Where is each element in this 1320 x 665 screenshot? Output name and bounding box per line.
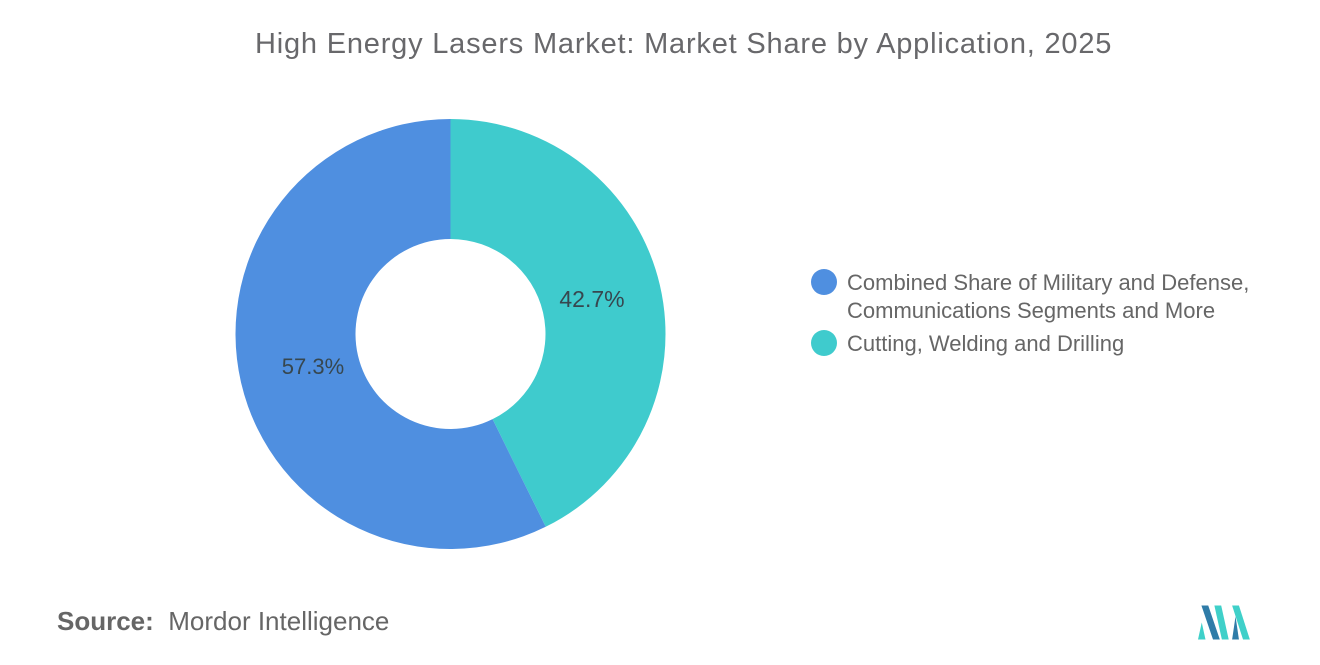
svg-text:42.7%: 42.7% — [559, 286, 624, 312]
svg-text:57.3%: 57.3% — [282, 354, 344, 379]
